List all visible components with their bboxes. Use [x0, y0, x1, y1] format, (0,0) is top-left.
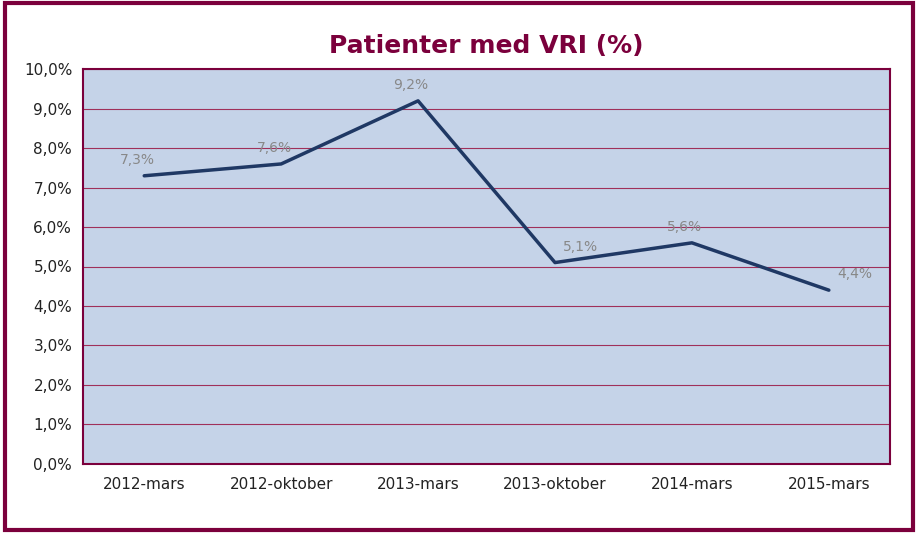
Text: 4,4%: 4,4% [837, 268, 872, 281]
Text: 7,6%: 7,6% [256, 141, 292, 155]
Text: 5,6%: 5,6% [667, 220, 702, 234]
Text: 9,2%: 9,2% [394, 78, 429, 92]
Title: Patienter med VRI (%): Patienter med VRI (%) [330, 34, 644, 58]
Text: 7,3%: 7,3% [119, 153, 154, 167]
Text: 5,1%: 5,1% [564, 240, 599, 254]
